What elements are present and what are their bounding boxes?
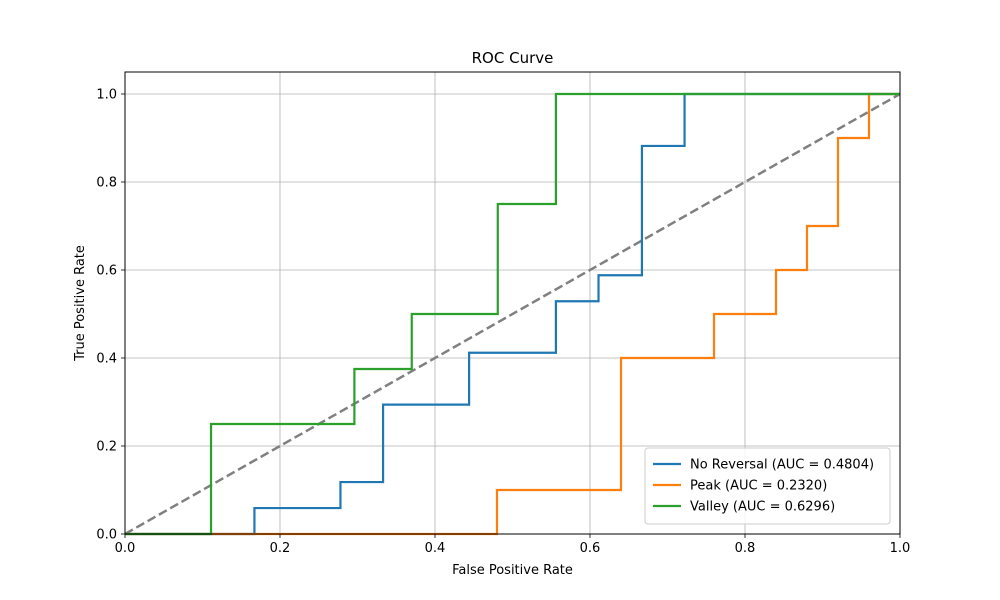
y-tick-label: 0.6 [96,264,117,279]
series-line-0 [125,92,900,536]
y-axis-label: True Positive Rate [73,245,88,362]
x-tick-label: 0.0 [115,541,136,556]
diagonal-line [124,92,901,536]
x-tick-label: 0.6 [580,541,601,556]
legend-label-1: Peak (AUC = 0.2320) [690,479,827,494]
plot-frame [124,71,901,535]
series-line-2 [125,92,900,536]
legend-label-2: Valley (AUC = 0.6296) [690,500,835,515]
x-axis-ticks: 0.0 0.2 0.4 0.6 0.8 1.0 [115,534,911,556]
y-axis-ticks: 0.0 0.2 0.4 0.6 0.8 1.0 [96,88,125,543]
legend-box [644,447,891,525]
x-tick-label: 1.0 [890,541,911,556]
x-axis-label: False Positive Rate [452,563,573,578]
x-tick-label: 0.4 [425,541,446,556]
chart-title: ROC Curve [472,49,554,67]
series-lines [125,92,900,536]
x-tick-label: 0.8 [735,541,756,556]
y-tick-label: 1.0 [96,88,117,103]
legend-label-0: No Reversal (AUC = 0.4804) [690,458,874,473]
series-line-1 [125,92,900,536]
y-tick-label: 0.4 [96,352,117,367]
y-tick-label: 0.2 [96,440,117,455]
y-tick-label: 0.8 [96,176,117,191]
legend: No Reversal (AUC = 0.4804) Peak (AUC = 0.… [644,447,891,525]
y-tick-label: 0.0 [96,528,117,543]
x-tick-label: 0.2 [270,541,291,556]
diagonal-reference [124,92,901,536]
